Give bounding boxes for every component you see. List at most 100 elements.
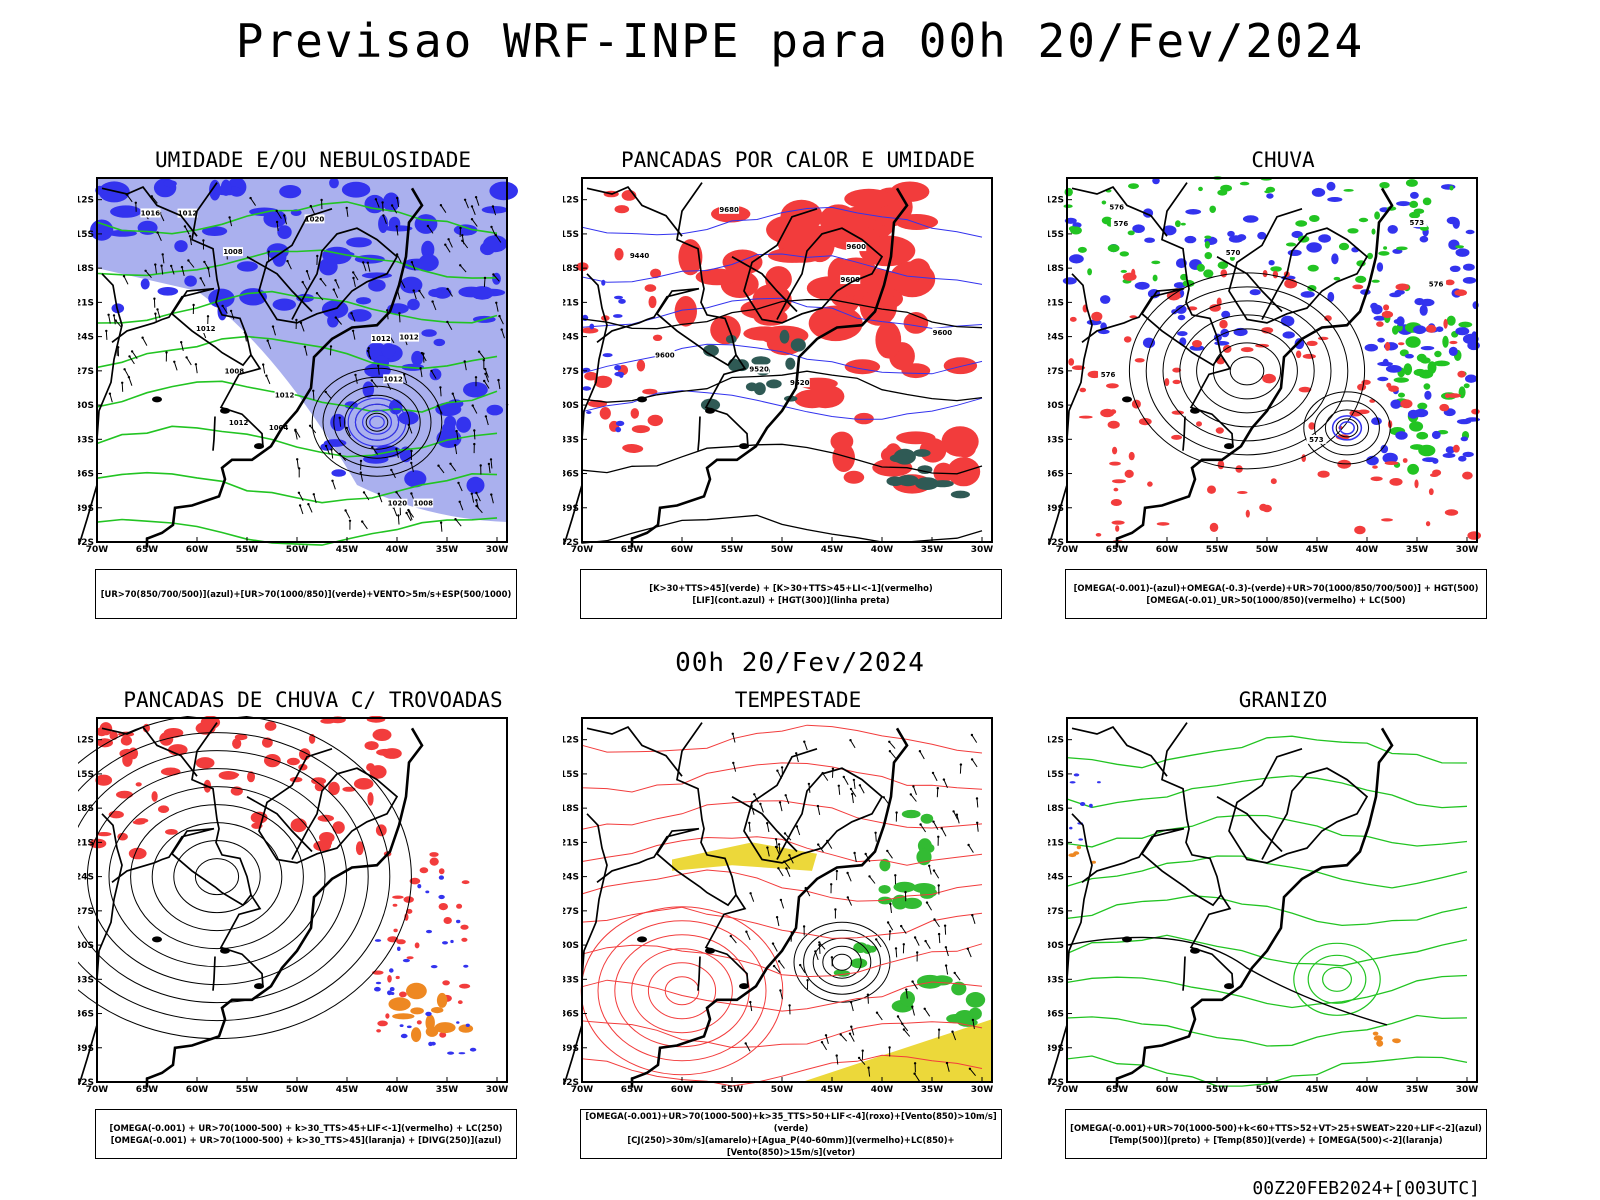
wind-vector xyxy=(355,374,358,384)
map-frame xyxy=(96,717,508,1083)
contour-label-bg xyxy=(222,247,243,257)
rain-area-red xyxy=(1147,481,1153,487)
wind-vector-head xyxy=(475,491,478,495)
divergence-area-blue xyxy=(389,987,395,992)
water-vapour-contour-red xyxy=(597,920,767,1062)
divergence-area-blue xyxy=(442,941,448,945)
wind-vector-head xyxy=(894,874,897,877)
wind-vector xyxy=(325,445,330,455)
instability-area-teal xyxy=(751,356,771,366)
panel-trovoadas: PANCADAS DE CHUVA C/ TROVOADAS 12S 15S 18S… xyxy=(78,688,548,1178)
omega-area-blue xyxy=(1177,331,1188,337)
wind-vector xyxy=(151,195,158,204)
humidity-area-blue xyxy=(362,381,375,398)
wind-vector-head xyxy=(309,204,312,208)
wind-vector-head xyxy=(778,801,782,804)
rain-area-red xyxy=(1261,327,1274,334)
omega-area-blue xyxy=(1396,201,1411,207)
wind-vector xyxy=(840,1034,848,1042)
wind-vector-head xyxy=(953,971,956,975)
geopotential-contour xyxy=(1229,356,1265,386)
wind-vector-head xyxy=(344,509,347,512)
omega-area-green xyxy=(1175,220,1181,228)
divergence-area-blue xyxy=(469,1047,477,1052)
wind-vector xyxy=(456,431,459,441)
lat-tick-label: 42S xyxy=(563,538,579,548)
rain-area-red xyxy=(1171,434,1183,440)
omega-area-blue xyxy=(1287,249,1302,256)
rain-area-red xyxy=(1395,283,1410,291)
lake xyxy=(1224,443,1234,450)
contour-label-bg xyxy=(1098,370,1119,380)
lon-tick-label: 30W xyxy=(1456,1085,1479,1095)
wind-vector-head xyxy=(286,259,289,263)
contour-label-bg xyxy=(177,208,198,218)
thunderstorm-area-red xyxy=(393,928,398,933)
lon-tick-label: 30W xyxy=(971,1085,994,1095)
wind-vector-head xyxy=(896,1015,900,1018)
convection-area-red xyxy=(636,359,646,372)
contour-label-bg xyxy=(195,323,216,333)
state-border xyxy=(1141,853,1222,907)
wind-vector xyxy=(847,872,852,882)
rain-area-red xyxy=(1317,470,1330,478)
rain-area-red xyxy=(1110,499,1122,506)
wind-vector-head xyxy=(490,225,493,229)
omega-area-green xyxy=(1396,246,1408,251)
lat-tick-label: 15S xyxy=(1048,770,1064,780)
water-vapour-contour-red xyxy=(647,962,717,1020)
omega-area-blue xyxy=(1291,230,1303,239)
wind-vector xyxy=(109,393,113,403)
omega-area-blue xyxy=(1371,417,1382,425)
state-border xyxy=(1049,273,1093,543)
wind-vector-head xyxy=(788,1004,791,1007)
humidity-area-blue xyxy=(407,298,420,311)
wind-vector-head xyxy=(298,504,302,507)
wind-vector xyxy=(490,494,494,504)
contour-label: 1008 xyxy=(413,500,433,508)
wind-vector xyxy=(836,1055,839,1065)
wind-vector-head xyxy=(418,289,421,293)
omega-area-green xyxy=(1265,186,1276,193)
omega-area-green xyxy=(1239,181,1250,186)
omega-area-orange xyxy=(1091,860,1096,864)
divergence-area-blue xyxy=(456,1021,460,1024)
lat-tick-label: 21S xyxy=(78,298,94,308)
wind-vector-head xyxy=(882,796,885,799)
humidity-area-blue xyxy=(346,237,372,248)
wind-vector-head xyxy=(192,303,195,307)
divergence-area-blue xyxy=(426,929,432,934)
lat-tick-label: 12S xyxy=(1048,196,1064,206)
humidity-area-blue xyxy=(277,225,292,239)
omega-area-green xyxy=(1338,242,1350,251)
wind-vector xyxy=(333,289,339,299)
instability-area-teal xyxy=(950,490,970,499)
wind-vector xyxy=(310,205,316,215)
rain-area-red xyxy=(1220,269,1228,278)
temperature-850-contour xyxy=(1293,942,1381,1016)
wind-vector-head xyxy=(807,782,811,786)
wind-vector xyxy=(188,260,195,268)
wind-vector-head xyxy=(937,1028,941,1031)
humidity-area-blue xyxy=(456,416,472,433)
wind-vector-head xyxy=(297,491,301,494)
wind-vector-head xyxy=(156,308,159,311)
lat-tick-label: 18S xyxy=(78,264,94,274)
lat-tick-label: 42S xyxy=(563,1078,579,1088)
wind-vector-head xyxy=(492,273,495,276)
wind-vector-head xyxy=(818,941,821,944)
wind-vector-head xyxy=(842,775,845,779)
legend-line: [LIF](cont.azul) + [HGT(300)](linha pret… xyxy=(692,595,890,605)
wind-vector-head xyxy=(350,312,353,315)
contour-label: 1020 xyxy=(388,500,408,508)
lat-tick-label: 36S xyxy=(78,1010,94,1020)
humidity-area-blue xyxy=(329,177,339,189)
wind-vector-head xyxy=(308,424,312,427)
wind-vector-head xyxy=(849,739,852,742)
wind-vector-head xyxy=(944,946,948,949)
wind-vector-head xyxy=(439,204,443,207)
convection-area-red xyxy=(623,444,644,453)
state-border xyxy=(697,416,701,451)
convection-area-red xyxy=(844,188,894,209)
contour-label-bg xyxy=(268,423,289,433)
